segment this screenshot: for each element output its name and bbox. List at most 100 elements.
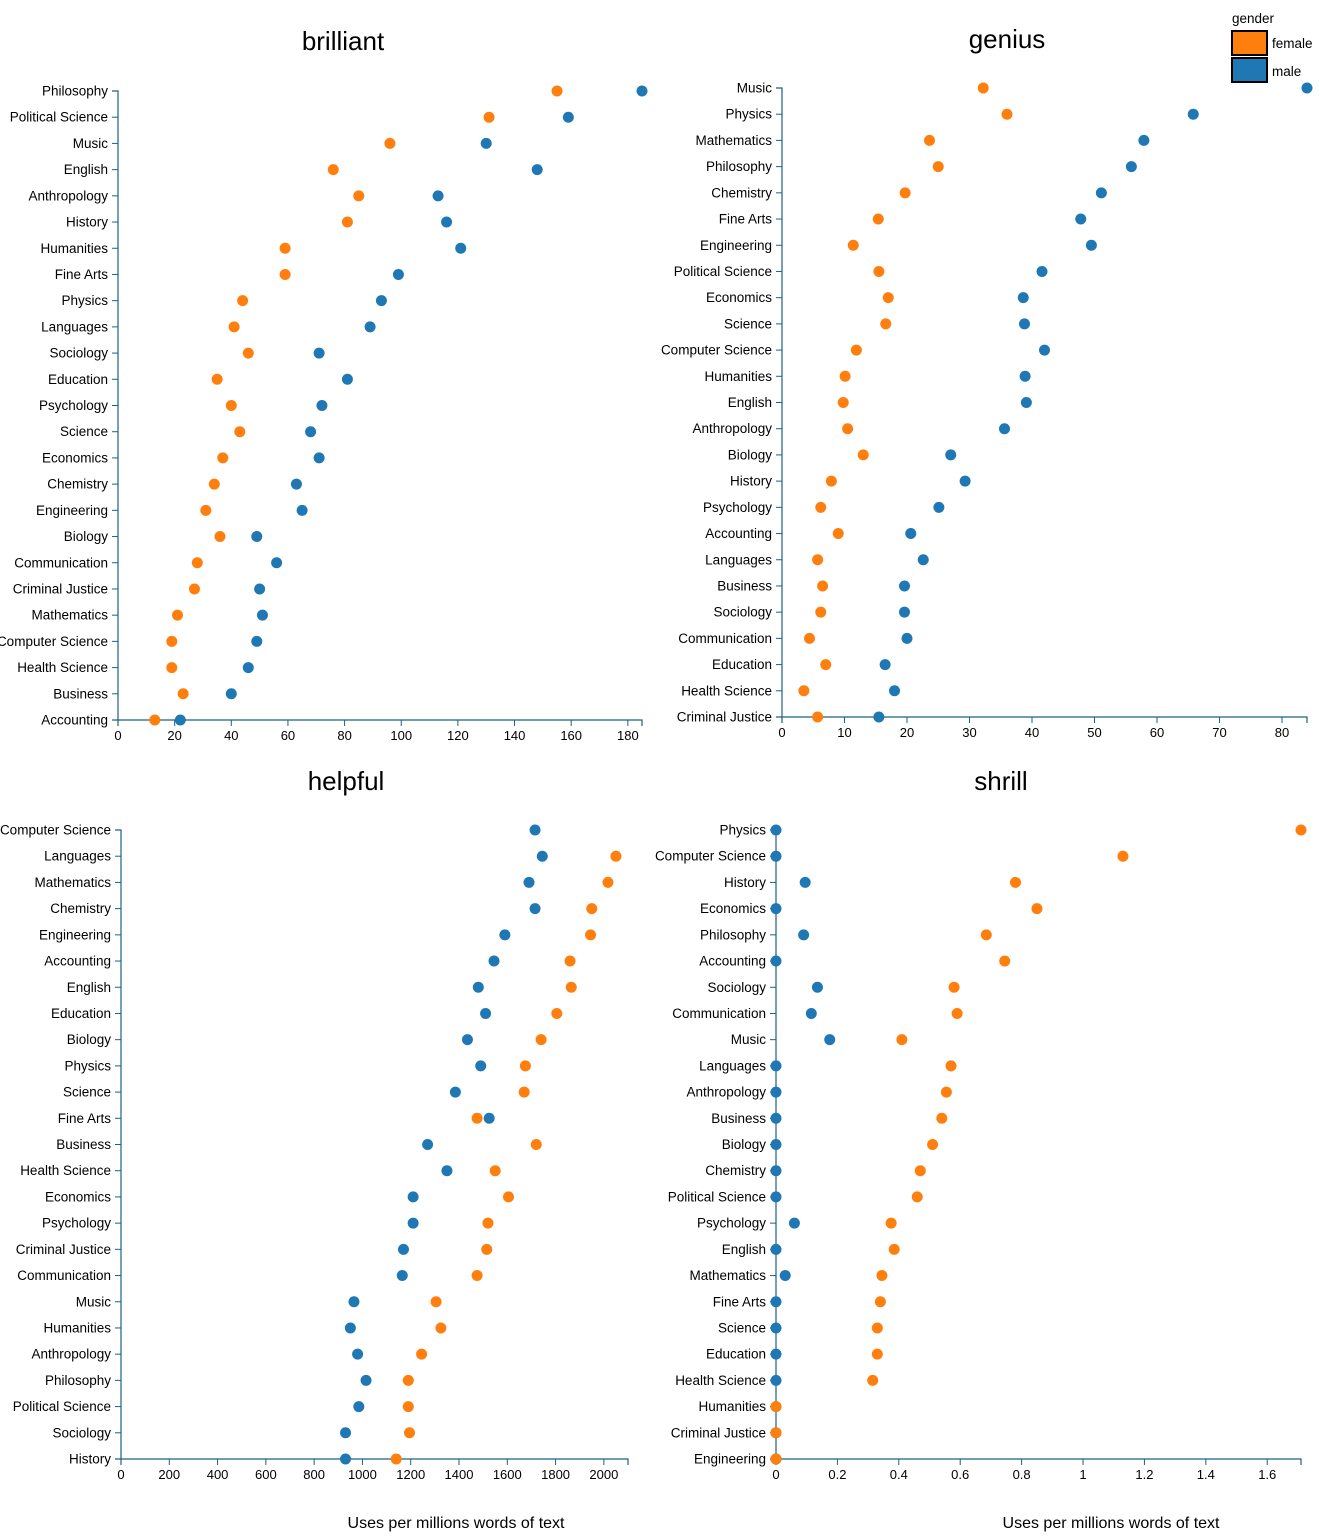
point-female <box>899 187 911 199</box>
point-male <box>271 557 283 569</box>
category-label: Accounting <box>705 526 772 541</box>
x-tick-label: 1.4 <box>1197 1467 1215 1482</box>
panel-shrill: shrill Physics Computer Science History Econ… <box>655 766 1307 1532</box>
category-label: Philosophy <box>42 84 108 99</box>
point-female <box>353 190 365 202</box>
point-female <box>977 82 989 94</box>
point-male <box>254 583 266 595</box>
point-male <box>407 1217 419 1229</box>
point-female <box>924 134 935 146</box>
point-female <box>980 929 992 941</box>
category-label: Science <box>63 1085 111 1100</box>
x-tick-label: 180 <box>617 728 639 743</box>
category-label: Health Science <box>675 1373 766 1388</box>
point-male <box>1017 292 1029 304</box>
point-female <box>798 685 810 697</box>
category-label: Accounting <box>41 713 108 728</box>
point-female <box>1001 108 1013 120</box>
x-tick-label: 160 <box>560 728 582 743</box>
category-label: Languages <box>699 1058 766 1073</box>
category-label: Physics <box>719 823 766 838</box>
category-label: Engineering <box>694 1452 766 1467</box>
point-female <box>502 1191 514 1203</box>
point-female <box>815 501 827 513</box>
point-female <box>551 85 563 97</box>
x-tick-label: 0.2 <box>828 1467 846 1482</box>
x-tick-label: 0.8 <box>1013 1467 1031 1482</box>
category-label: Anthropology <box>686 1085 766 1100</box>
point-male <box>770 1060 782 1072</box>
point-male <box>770 850 782 862</box>
category-label: Chemistry <box>705 1163 766 1178</box>
point-female <box>482 1217 494 1229</box>
point-female <box>832 528 844 540</box>
point-female <box>1009 876 1021 888</box>
x-tick-label: 20 <box>167 728 181 743</box>
point-female <box>565 981 577 993</box>
point-male <box>1019 370 1031 382</box>
legend-swatch-male <box>1231 57 1268 83</box>
point-male <box>905 528 917 540</box>
category-label: Humanities <box>698 1399 766 1414</box>
x-axis-line <box>775 1458 1302 1465</box>
point-female <box>815 606 827 618</box>
point-male <box>770 1322 782 1334</box>
point-male <box>296 504 308 516</box>
point-male <box>483 1112 495 1124</box>
point-male <box>824 1034 836 1046</box>
point-female <box>888 1243 900 1255</box>
point-male <box>636 85 648 97</box>
point-male <box>529 824 541 836</box>
category-label: Music <box>731 1032 767 1047</box>
point-female <box>914 1165 926 1177</box>
category-label: History <box>69 1452 111 1467</box>
point-female <box>166 635 178 647</box>
category-label: Mathematics <box>695 133 772 148</box>
point-male <box>340 1453 352 1465</box>
point-female <box>945 1060 957 1072</box>
point-female <box>940 1086 952 1098</box>
x-tick-label: 20 <box>900 725 914 740</box>
point-female <box>217 452 229 464</box>
point-male <box>562 111 574 123</box>
category-label: Fine Arts <box>719 212 773 227</box>
point-female <box>200 504 212 516</box>
point-male <box>305 426 317 438</box>
point-male <box>251 531 263 543</box>
point-female <box>896 1034 908 1046</box>
category-label: Business <box>53 686 108 701</box>
point-male <box>899 606 910 618</box>
point-male <box>945 449 957 461</box>
category-label: Computer Science <box>0 634 108 649</box>
x-tick-label: 60 <box>281 728 295 743</box>
category-label: Fine Arts <box>58 1111 112 1126</box>
x-tick-label: 2000 <box>589 1467 618 1482</box>
point-female <box>188 583 200 595</box>
point-female <box>936 1112 948 1124</box>
x-tick-label: 100 <box>390 728 412 743</box>
point-female <box>564 955 576 967</box>
point-male <box>316 400 328 411</box>
x-tick-label: 0 <box>778 725 785 740</box>
point-female <box>948 981 960 993</box>
point-female <box>885 1217 897 1229</box>
x-axis-line <box>781 716 1308 723</box>
point-male <box>472 981 484 993</box>
point-male <box>770 1374 782 1386</box>
point-female <box>804 632 815 644</box>
point-male <box>770 1348 782 1360</box>
point-female <box>951 1007 963 1019</box>
x-tick-label: 400 <box>207 1467 229 1482</box>
x-tick-label: 80 <box>1275 725 1289 740</box>
point-female <box>416 1348 428 1360</box>
legend-label-male: male <box>1272 64 1301 79</box>
point-male <box>360 1374 372 1386</box>
panel-title: helpful <box>308 766 385 796</box>
point-female <box>1031 903 1043 915</box>
category-label: Political Science <box>668 1189 766 1204</box>
category-label: History <box>724 875 766 890</box>
category-label: Political Science <box>674 264 772 279</box>
category-label: Education <box>712 657 772 672</box>
category-label: Accounting <box>44 954 111 969</box>
x-tick-label: 0.6 <box>951 1467 969 1482</box>
